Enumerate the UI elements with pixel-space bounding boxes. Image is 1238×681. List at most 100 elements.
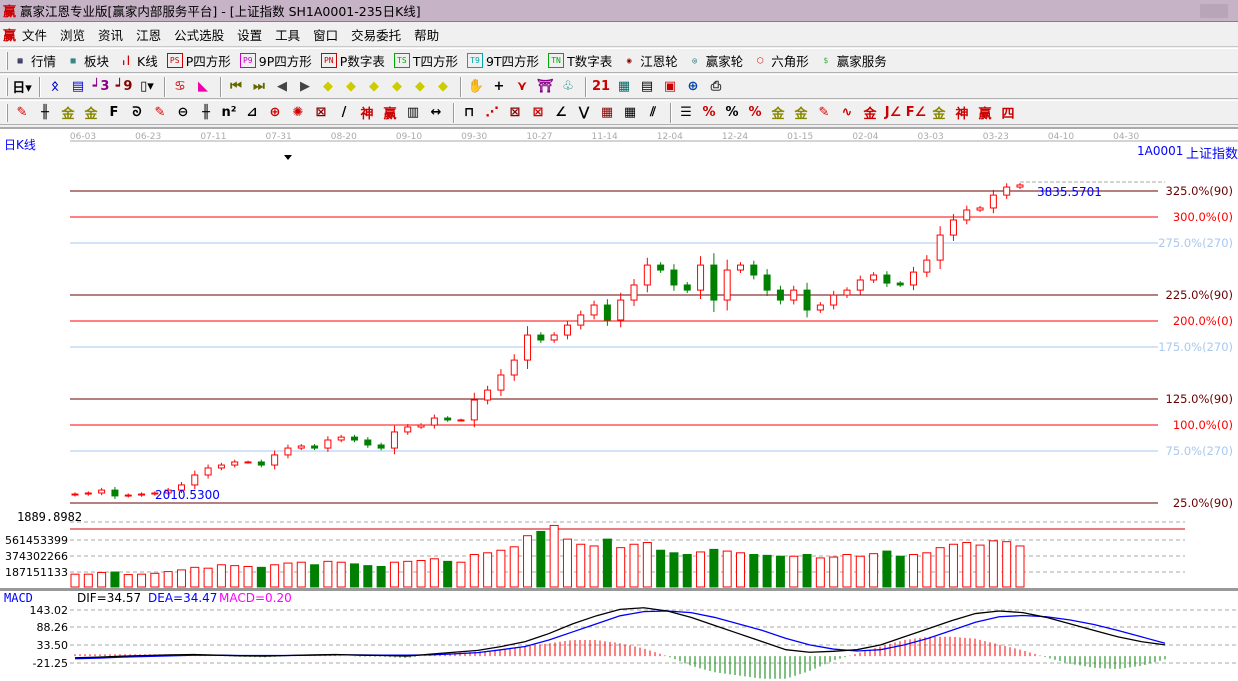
gold-red-icon[interactable]: 金 <box>863 107 877 122</box>
wave-icon[interactable]: ⋁ <box>578 105 590 120</box>
circle-icon[interactable]: ⊖ <box>177 105 189 120</box>
last-icon[interactable]: ⏭ <box>253 79 265 94</box>
report-icon[interactable]: ▤ <box>640 79 654 94</box>
box-star-icon[interactable]: ⊠ <box>315 105 327 120</box>
shen-icon[interactable]: 神 <box>360 107 374 122</box>
network-icon[interactable]: ⊕ <box>687 79 699 94</box>
menu-item-8[interactable]: 交易委托 <box>351 28 402 43</box>
printer-icon[interactable]: ⎙ <box>710 79 722 94</box>
kline-chart-area[interactable]: 06-03 06-23 07-11 07-31 08-20 09-10 09-30 10-27… <box>0 127 1238 681</box>
menu-item-7[interactable]: 窗口 <box>313 28 339 43</box>
four-angle-icon[interactable]: 四 <box>1001 107 1015 122</box>
toolbar-grip[interactable] <box>6 77 8 96</box>
menu-item-6[interactable]: 工具 <box>275 28 301 43</box>
first-icon[interactable]: ⏮ <box>230 79 242 94</box>
angle-icon[interactable]: ∠ <box>555 105 567 120</box>
gann-tool-icon[interactable]: ⛩ <box>536 79 554 94</box>
slash-icon[interactable]: / <box>341 105 347 120</box>
window-controls[interactable] <box>1200 4 1228 18</box>
menu-item-4[interactable]: 公式选股 <box>174 28 225 43</box>
spiral-icon[interactable]: ᘐ <box>132 105 142 120</box>
gold-1-icon[interactable]: 金 <box>61 107 75 122</box>
target-icon[interactable]: ⊕ <box>269 105 281 120</box>
save-icon[interactable]: ▣ <box>663 79 677 94</box>
cycle-icon[interactable]: ╫ <box>202 105 210 120</box>
grid-fan-icon[interactable]: ⊠ <box>509 105 521 120</box>
toolbar-button-ts[interactable]: TS T四方形 <box>393 51 458 70</box>
pen-icon[interactable]: ✎ <box>16 105 28 120</box>
toolbar-button-hexagon[interactable]: ⬡ 六角形 <box>752 51 809 70</box>
lines-icon[interactable]: ╫ <box>41 105 49 120</box>
menu-item-2[interactable]: 资讯 <box>98 28 124 43</box>
pattern-icon[interactable]: ♋ <box>174 79 186 94</box>
toolbar-button-table[interactable]: ▦ 行情 <box>12 51 56 70</box>
flag-icon[interactable]: ◣ <box>198 79 208 94</box>
f-angle-icon[interactable]: F∠ <box>905 105 927 120</box>
indicator-9-icon[interactable]: ┙9 <box>115 79 133 94</box>
next-icon[interactable]: ▶ <box>300 79 310 94</box>
percent-icon[interactable]: % <box>725 105 739 120</box>
j-angle-icon[interactable]: J∠ <box>884 105 902 120</box>
toolbar-button-winner-wheel[interactable]: ◎ 赢家轮 <box>687 51 743 70</box>
ying-icon[interactable]: 赢 <box>383 107 397 122</box>
indicator-3-icon[interactable]: ┙3 <box>92 79 110 94</box>
toolbar-button-candles[interactable]: ╻┃ K线 <box>118 51 158 70</box>
period-day-icon[interactable]: 日▾ <box>12 81 32 96</box>
map-icon[interactable]: ♧ <box>562 79 574 94</box>
candle-type-icon[interactable]: ▯▾ <box>140 79 154 94</box>
grid-icon[interactable]: ▦ <box>600 105 614 120</box>
gold-lines-icon[interactable]: 金 <box>794 107 808 122</box>
menu-item-9[interactable]: 帮助 <box>414 28 440 43</box>
toolbar-button-tn[interactable]: TN T数字表 <box>548 51 612 70</box>
menu-item-0[interactable]: 文件 <box>22 28 48 43</box>
frame-icon[interactable]: ⊓ <box>463 105 475 120</box>
menu-logo-icon[interactable]: 赢 <box>3 29 17 44</box>
gold-2-icon[interactable]: 金 <box>84 107 98 122</box>
shen-angle-icon[interactable]: 神 <box>955 107 969 122</box>
ruler-icon[interactable]: ▥ <box>406 105 420 120</box>
toolbar-grip[interactable] <box>6 103 8 122</box>
percent-fan-icon[interactable]: % <box>702 105 716 120</box>
fan-red-icon[interactable]: ⋰ <box>485 105 499 120</box>
chart-canvas[interactable]: 06-03 06-23 07-11 07-31 08-20 09-10 09-30 10-27… <box>0 129 1238 681</box>
percent-lines-icon[interactable]: % <box>748 105 762 120</box>
move-left-icon[interactable]: ◆ <box>323 79 333 94</box>
menu-item-1[interactable]: 浏览 <box>60 28 86 43</box>
toolbar-button-pn[interactable]: PN P数字表 <box>320 51 385 70</box>
line-tool-icon[interactable]: ⋎ <box>516 79 528 94</box>
hand-icon[interactable]: ✋ <box>467 79 485 94</box>
menu-item-5[interactable]: 设置 <box>237 28 263 43</box>
toolbar-button-ps[interactable]: PS P四方形 <box>166 51 231 70</box>
prev-icon[interactable]: ◀ <box>277 79 287 94</box>
sine-icon[interactable]: ∿ <box>841 105 853 120</box>
zoom-out-icon[interactable]: ◆ <box>415 79 425 94</box>
calculator-icon[interactable]: ▦ <box>617 79 631 94</box>
toolbar-button-p9[interactable]: P9 9P四方形 <box>239 51 312 70</box>
table2-icon[interactable]: ☰ <box>680 105 692 120</box>
gold-angle-icon[interactable]: 金 <box>932 107 946 122</box>
menu-item-3[interactable]: 江恩 <box>136 28 162 43</box>
zoom-h-icon[interactable]: ◆ <box>369 79 379 94</box>
toolbar-button-dollar[interactable]: $ 赢家服务 <box>818 51 886 70</box>
pen2-icon[interactable]: ✎ <box>154 105 166 120</box>
toolbar-button-gann-wheel[interactable]: ◉ 江恩轮 <box>621 51 678 70</box>
calendar-icon[interactable]: 21 <box>591 79 611 94</box>
zoom-all-icon[interactable]: ◆ <box>438 79 448 94</box>
parallel-icon[interactable]: ⫽ <box>650 105 656 120</box>
measure-icon[interactable]: ↔ <box>430 105 442 120</box>
toolbar-button-blocks[interactable]: ▩ 板块 <box>65 51 109 70</box>
crosshair-icon[interactable]: + <box>493 79 505 94</box>
gold-circle-icon[interactable]: 金 <box>771 107 785 122</box>
ying-angle-icon[interactable]: 赢 <box>978 107 992 122</box>
notes-icon[interactable]: ▤ <box>71 79 85 94</box>
zoom-in-icon[interactable]: ◆ <box>392 79 402 94</box>
move-right-icon[interactable]: ◆ <box>346 79 356 94</box>
star-icon[interactable]: ✺ <box>292 105 304 120</box>
fan-icon[interactable]: ⊿ <box>246 105 258 120</box>
grid-fan2-icon[interactable]: ⊠ <box>532 105 544 120</box>
toolbar-grip[interactable] <box>6 51 8 70</box>
grid2-icon[interactable]: ▦ <box>623 105 637 120</box>
chart-mode-icon[interactable]: ᛟ <box>51 79 59 94</box>
toolbar-button-t9[interactable]: T9 9T四方形 <box>466 51 539 70</box>
square-icon[interactable]: n² <box>221 105 237 120</box>
